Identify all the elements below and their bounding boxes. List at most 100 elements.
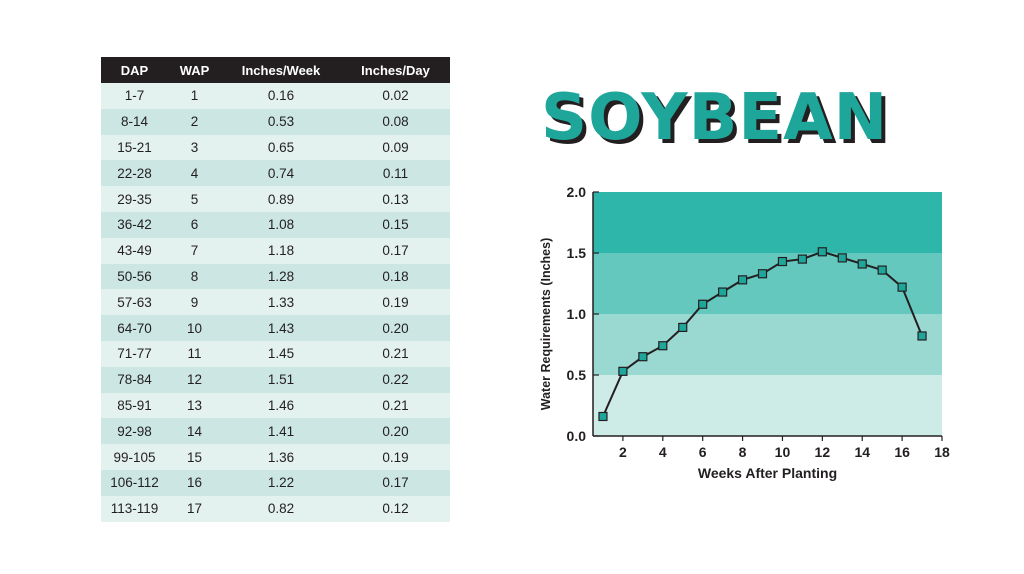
cell-inches-day: 0.08 bbox=[341, 108, 450, 135]
cell-wap: 3 bbox=[168, 134, 221, 161]
cell-inches-day: 0.17 bbox=[341, 469, 450, 496]
data-point bbox=[598, 411, 608, 422]
cell-inches-week: 0.82 bbox=[221, 495, 341, 522]
data-point bbox=[757, 269, 768, 279]
cell-dap: 43-49 bbox=[101, 237, 168, 264]
cell-inches-day: 0.19 bbox=[341, 444, 450, 470]
x-tick-label: 6 bbox=[699, 444, 707, 460]
data-point bbox=[877, 265, 887, 275]
data-point bbox=[698, 299, 708, 309]
data-point bbox=[618, 366, 628, 376]
cell-dap: 15-21 bbox=[101, 134, 168, 161]
table-row: 8-14 2 0.53 0.08 bbox=[101, 108, 450, 135]
cell-inches-day: 0.22 bbox=[341, 366, 450, 393]
cell-wap: 11 bbox=[168, 340, 221, 367]
data-point bbox=[737, 275, 748, 285]
x-tick-label: 14 bbox=[854, 444, 870, 460]
cell-inches-week: 1.18 bbox=[221, 237, 341, 264]
cell-inches-week: 1.28 bbox=[221, 263, 341, 290]
table-row: 57-63 9 1.33 0.19 bbox=[101, 289, 450, 316]
cell-dap: 92-98 bbox=[101, 418, 168, 445]
table-row: 64-70 10 1.43 0.20 bbox=[101, 315, 450, 341]
cell-wap: 12 bbox=[168, 366, 221, 393]
cell-inches-week: 1.41 bbox=[221, 418, 341, 445]
cell-wap: 7 bbox=[168, 237, 221, 264]
table-row: 99-105 15 1.36 0.19 bbox=[101, 444, 450, 470]
data-point bbox=[678, 322, 688, 333]
data-point bbox=[658, 341, 668, 351]
table-row: 92-98 14 1.41 0.20 bbox=[101, 418, 450, 445]
data-point bbox=[638, 352, 648, 362]
header-wap: WAP bbox=[168, 57, 221, 83]
y-tick-label: 1.5 bbox=[567, 245, 587, 261]
y-axis-title: Water Requirements (Inches) bbox=[539, 238, 553, 411]
cell-dap: 106-112 bbox=[101, 469, 168, 496]
header-inches-day: Inches/Day bbox=[341, 57, 450, 83]
header-dap: DAP bbox=[101, 57, 168, 83]
cell-dap: 113-119 bbox=[101, 495, 168, 522]
cell-inches-week: 1.43 bbox=[221, 315, 341, 341]
table-row: 36-42 6 1.08 0.15 bbox=[101, 211, 450, 238]
cell-inches-day: 0.20 bbox=[341, 315, 450, 341]
cell-wap: 16 bbox=[168, 469, 221, 496]
cell-wap: 4 bbox=[168, 160, 221, 187]
data-table: DAP WAP Inches/Week Inches/Day 1-7 1 0.16 0… bbox=[101, 57, 450, 522]
header-inches-week: Inches/Week bbox=[221, 57, 341, 83]
x-tick-label: 10 bbox=[775, 444, 791, 460]
table-header-row: DAP WAP Inches/Week Inches/Day bbox=[101, 57, 450, 83]
cell-inches-day: 0.18 bbox=[341, 263, 450, 290]
data-point bbox=[837, 253, 847, 263]
cell-inches-week: 1.51 bbox=[221, 366, 341, 393]
band-2 bbox=[593, 253, 942, 314]
cell-dap: 78-84 bbox=[101, 366, 168, 393]
cell-inches-day: 0.15 bbox=[341, 211, 450, 238]
cell-dap: 57-63 bbox=[101, 289, 168, 316]
cell-inches-day: 0.13 bbox=[341, 186, 450, 212]
cell-inches-week: 0.74 bbox=[221, 160, 341, 187]
cell-inches-week: 1.46 bbox=[221, 392, 341, 419]
cell-wap: 6 bbox=[168, 211, 221, 238]
x-tick-label: 8 bbox=[739, 444, 747, 460]
cell-wap: 10 bbox=[168, 315, 221, 341]
cell-dap: 36-42 bbox=[101, 211, 168, 238]
cell-inches-day: 0.20 bbox=[341, 418, 450, 445]
cell-inches-week: 1.08 bbox=[221, 211, 341, 238]
cell-wap: 17 bbox=[168, 495, 221, 522]
cell-inches-week: 1.22 bbox=[221, 469, 341, 496]
cell-wap: 1 bbox=[168, 83, 221, 109]
band-1 bbox=[593, 314, 942, 375]
cell-wap: 8 bbox=[168, 263, 221, 290]
cell-inches-week: 0.65 bbox=[221, 134, 341, 161]
y-tick-label: 0.0 bbox=[567, 428, 587, 444]
cell-dap: 8-14 bbox=[101, 108, 168, 135]
cell-wap: 14 bbox=[168, 418, 221, 445]
cell-dap: 64-70 bbox=[101, 315, 168, 341]
table-row: 43-49 7 1.18 0.17 bbox=[101, 237, 450, 264]
cell-inches-day: 0.21 bbox=[341, 340, 450, 367]
cell-inches-week: 1.36 bbox=[221, 444, 341, 470]
cell-dap: 1-7 bbox=[101, 83, 168, 109]
water-requirements-chart: 0.0 0.5 1.0 1.5 2.0 2 4 6 8 10 12 14 16 18 Weeks After… bbox=[539, 184, 950, 481]
data-point bbox=[797, 254, 807, 264]
cell-dap: 71-77 bbox=[101, 340, 168, 367]
table-row: 78-84 12 1.51 0.22 bbox=[101, 366, 450, 393]
x-tick-label: 2 bbox=[619, 444, 627, 460]
x-tick-label: 16 bbox=[894, 444, 910, 460]
x-axis-title: Weeks After Planting bbox=[698, 465, 837, 481]
page-title: SOYBEAN bbox=[541, 81, 889, 155]
band-0 bbox=[593, 375, 942, 436]
cell-inches-week: 1.45 bbox=[221, 340, 341, 367]
cell-inches-day: 0.09 bbox=[341, 134, 450, 161]
y-tick-label: 1.0 bbox=[567, 306, 587, 322]
x-tick-label: 12 bbox=[815, 444, 831, 460]
cell-dap: 85-91 bbox=[101, 392, 168, 419]
cell-dap: 50-56 bbox=[101, 263, 168, 290]
cell-dap: 22-28 bbox=[101, 160, 168, 187]
cell-inches-day: 0.17 bbox=[341, 237, 450, 264]
table-row: 113-119 17 0.82 0.12 bbox=[101, 495, 450, 522]
table-body: 1-7 1 0.16 0.02 8-14 2 0.53 0.08 15-21 3 0.65 0.09 2… bbox=[101, 83, 450, 522]
cell-inches-week: 0.53 bbox=[221, 108, 341, 135]
cell-inches-day: 0.02 bbox=[341, 83, 450, 109]
table-row: 22-28 4 0.74 0.11 bbox=[101, 160, 450, 187]
data-point bbox=[718, 287, 728, 297]
